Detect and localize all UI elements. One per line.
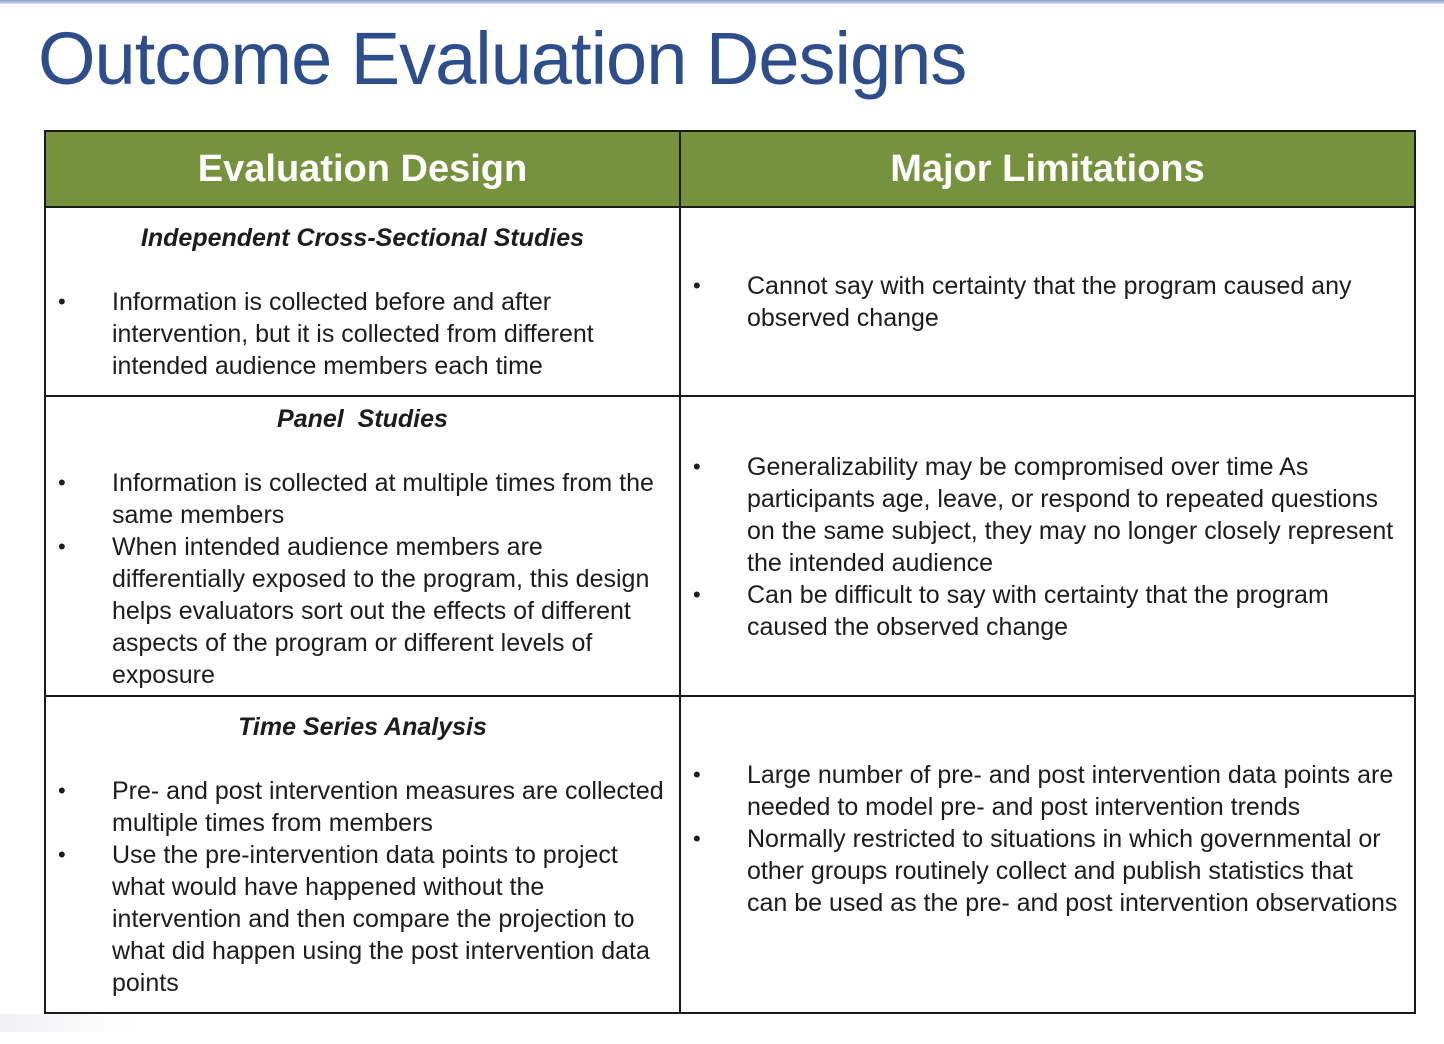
top-rule bbox=[0, 0, 1444, 4]
bullet-icon: • bbox=[58, 778, 66, 803]
design-points-list: • Information is collected before and af… bbox=[46, 286, 679, 382]
limitations-cell: • Large number of pre- and post interven… bbox=[679, 695, 1416, 1014]
bullet-icon: • bbox=[58, 289, 66, 314]
design-cell: Independent Cross-Sectional Studies • In… bbox=[44, 206, 681, 397]
design-cell: Time Series Analysis • Pre- and post int… bbox=[44, 695, 681, 1014]
limitation-text: Generalizability may be compromised over… bbox=[747, 453, 1394, 577]
limitations-list: • Large number of pre- and post interven… bbox=[681, 759, 1414, 919]
bullet-icon: • bbox=[693, 454, 701, 479]
list-item: • Information is collected before and af… bbox=[46, 286, 679, 382]
design-points-list: • Information is collected at multiple t… bbox=[46, 467, 679, 691]
table-row: Panel Studies • Information is collected… bbox=[44, 395, 1416, 697]
faded-watermark bbox=[0, 1014, 140, 1032]
design-point-text: Use the pre-intervention data points to … bbox=[112, 841, 650, 997]
list-item: • Pre- and post intervention measures ar… bbox=[46, 775, 679, 839]
list-item: • Information is collected at multiple t… bbox=[46, 467, 679, 531]
evaluation-designs-table: Evaluation Design Major Limitations Inde… bbox=[44, 130, 1416, 1014]
limitation-text: Can be difficult to say with certainty t… bbox=[747, 581, 1329, 641]
limitation-text: Large number of pre- and post interventi… bbox=[747, 761, 1394, 821]
bullet-icon: • bbox=[693, 582, 701, 607]
limitations-cell: • Generalizability may be compromised ov… bbox=[679, 395, 1416, 697]
bullet-icon: • bbox=[58, 534, 66, 559]
limitations-cell: • Cannot say with certainty that the pro… bbox=[679, 206, 1416, 397]
list-item: • Use the pre-intervention data points t… bbox=[46, 839, 679, 999]
design-point-text: When intended audience members are diffe… bbox=[112, 533, 650, 689]
design-point-text: Information is collected before and afte… bbox=[112, 288, 594, 380]
design-cell: Panel Studies • Information is collected… bbox=[44, 395, 681, 697]
bullet-icon: • bbox=[693, 826, 701, 851]
header-evaluation-design: Evaluation Design bbox=[44, 130, 681, 208]
bullet-icon: • bbox=[693, 273, 701, 298]
list-item: • Normally restricted to situations in w… bbox=[681, 823, 1414, 919]
design-point-text: Pre- and post intervention measures are … bbox=[112, 777, 664, 837]
design-points-list: • Pre- and post intervention measures ar… bbox=[46, 775, 679, 999]
design-name: Independent Cross-Sectional Studies bbox=[140, 224, 585, 252]
table-header-row: Evaluation Design Major Limitations bbox=[44, 130, 1416, 208]
design-name: Panel Studies bbox=[277, 405, 448, 433]
header-major-limitations: Major Limitations bbox=[679, 130, 1416, 208]
design-name: Time Series Analysis bbox=[238, 713, 487, 741]
table-row: Time Series Analysis • Pre- and post int… bbox=[44, 695, 1416, 1014]
bullet-icon: • bbox=[58, 842, 66, 867]
list-item: • Large number of pre- and post interven… bbox=[681, 759, 1414, 823]
limitations-list: • Generalizability may be compromised ov… bbox=[681, 451, 1414, 643]
limitations-list: • Cannot say with certainty that the pro… bbox=[681, 270, 1414, 334]
list-item: • Cannot say with certainty that the pro… bbox=[681, 270, 1414, 334]
bullet-icon: • bbox=[693, 762, 701, 787]
bullet-icon: • bbox=[58, 470, 66, 495]
design-point-text: Information is collected at multiple tim… bbox=[112, 469, 654, 529]
table-row: Independent Cross-Sectional Studies • In… bbox=[44, 206, 1416, 397]
limitation-text: Cannot say with certainty that the progr… bbox=[747, 272, 1352, 332]
list-item: • Generalizability may be compromised ov… bbox=[681, 451, 1414, 579]
slide-title: Outcome Evaluation Designs bbox=[38, 17, 967, 100]
list-item: • Can be difficult to say with certainty… bbox=[681, 579, 1414, 643]
limitation-text: Normally restricted to situations in whi… bbox=[747, 825, 1398, 917]
list-item: • When intended audience members are dif… bbox=[46, 531, 679, 691]
